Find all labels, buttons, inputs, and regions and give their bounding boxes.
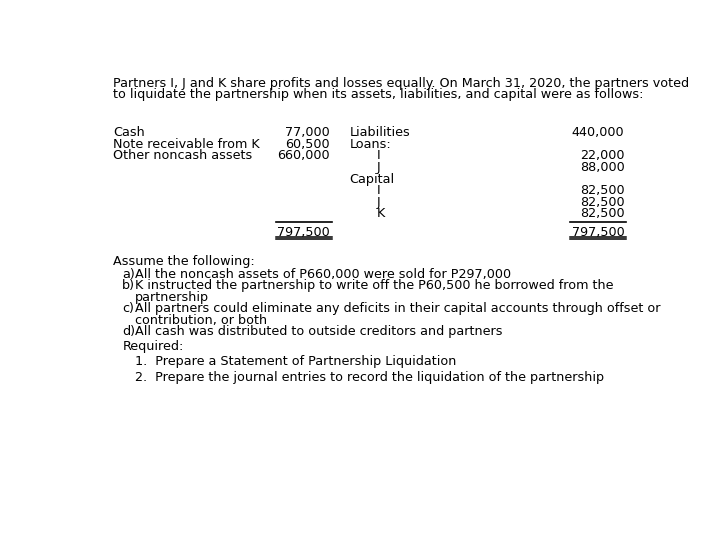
Text: Required:: Required: (122, 340, 184, 353)
Text: K: K (376, 207, 385, 220)
Text: contribution, or both: contribution, or both (135, 314, 267, 327)
Text: 60,500: 60,500 (285, 138, 330, 151)
Text: All the noncash assets of P660,000 were sold for P297,000: All the noncash assets of P660,000 were … (135, 268, 510, 280)
Text: 82,500: 82,500 (580, 195, 625, 209)
Text: 2.  Prepare the journal entries to record the liquidation of the partnership: 2. Prepare the journal entries to record… (135, 371, 604, 384)
Text: 660,000: 660,000 (277, 150, 330, 162)
Text: Liabilities: Liabilities (350, 126, 410, 139)
Text: b): b) (122, 279, 135, 292)
Text: J: J (376, 195, 381, 209)
Text: I: I (376, 150, 381, 162)
Text: K instructed the partnership to write off the P60,500 he borrowed from the: K instructed the partnership to write of… (135, 279, 613, 292)
Text: 77,000: 77,000 (285, 126, 330, 139)
Text: I: I (376, 184, 381, 197)
Text: Cash: Cash (113, 126, 145, 139)
Text: d): d) (122, 325, 135, 338)
Text: 797,500: 797,500 (572, 226, 625, 238)
Text: Note receivable from K: Note receivable from K (113, 138, 260, 151)
Text: J: J (376, 161, 381, 174)
Text: 82,500: 82,500 (580, 207, 625, 220)
Text: 22,000: 22,000 (580, 150, 625, 162)
Text: Partners I, J and K share profits and losses equally. On March 31, 2020, the par: Partners I, J and K share profits and lo… (113, 77, 689, 90)
Text: 82,500: 82,500 (580, 184, 625, 197)
Text: 440,000: 440,000 (572, 126, 625, 139)
Text: c): c) (122, 302, 134, 315)
Text: to liquidate the partnership when its assets, liabilities, and capital were as f: to liquidate the partnership when its as… (113, 88, 643, 101)
Text: Loans:: Loans: (350, 138, 391, 151)
Text: All cash was distributed to outside creditors and partners: All cash was distributed to outside cred… (135, 325, 502, 338)
Text: 1.  Prepare a Statement of Partnership Liquidation: 1. Prepare a Statement of Partnership Li… (135, 354, 456, 368)
Text: Capital: Capital (350, 172, 394, 185)
Text: partnership: partnership (135, 291, 209, 304)
Text: Assume the following:: Assume the following: (113, 254, 255, 268)
Text: a): a) (122, 268, 135, 280)
Text: Other noncash assets: Other noncash assets (113, 150, 252, 162)
Text: All partners could eliminate any deficits in their capital accounts through offs: All partners could eliminate any deficit… (135, 302, 660, 315)
Text: 88,000: 88,000 (579, 161, 625, 174)
Text: 797,500: 797,500 (277, 226, 330, 238)
